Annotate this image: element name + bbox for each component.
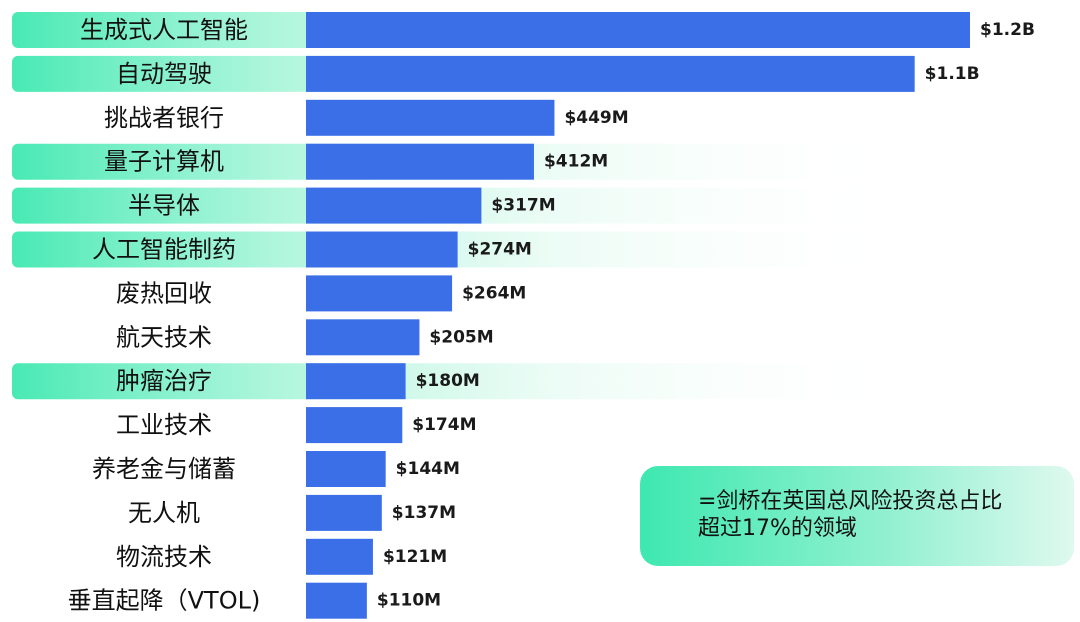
- value-label: $174M: [412, 415, 476, 435]
- value-label: $449M: [564, 108, 628, 128]
- category-label: 无人机: [128, 499, 200, 527]
- category-label: 养老金与储蓄: [92, 455, 236, 483]
- value-label: $205M: [429, 327, 493, 347]
- value-label: $110M: [377, 591, 441, 611]
- category-label: 生成式人工智能: [80, 16, 248, 44]
- value-label: $1.2B: [980, 20, 1035, 40]
- value-label: $274M: [468, 240, 532, 260]
- category-label: 半导体: [128, 192, 200, 220]
- highlight-row: [12, 363, 912, 400]
- highlight-row: [12, 231, 912, 268]
- value-label: $264M: [462, 283, 526, 303]
- category-label: 工业技术: [116, 411, 212, 439]
- value-label: $144M: [396, 459, 460, 479]
- bar: [306, 538, 373, 575]
- bar: [306, 582, 367, 619]
- value-labels: $1.2B $1.1B $449M $412M $317M $274M $264M $205M…: [377, 20, 1035, 611]
- bar: [306, 407, 403, 444]
- bar: [306, 451, 386, 487]
- category-label: 物流技术: [116, 543, 212, 571]
- category-labels: 生成式人工智能自动驾驶挑战者银行量子计算机半导体人工智能制药废热回收航天技术肿瘤…: [68, 16, 261, 615]
- category-label: 量子计算机: [104, 148, 224, 176]
- bar: [306, 363, 406, 400]
- category-label: 航天技术: [116, 323, 212, 351]
- category-label: 垂直起降（VTOL): [68, 587, 261, 615]
- note-line-2: 超过17%的领域: [698, 516, 857, 541]
- bar: [306, 187, 482, 224]
- category-label: 肿瘤治疗: [116, 367, 212, 395]
- note-box: =剑桥在英国总风险投资总占比 超过17%的领域: [640, 466, 1074, 566]
- value-label: $137M: [392, 503, 456, 523]
- bar: [306, 12, 970, 48]
- bar: [306, 275, 453, 312]
- value-label: $412M: [544, 152, 608, 172]
- category-label: 废热回收: [116, 279, 212, 307]
- category-label: 挑战者银行: [104, 104, 224, 132]
- value-label: $1.1B: [925, 64, 980, 84]
- value-label: $180M: [416, 371, 480, 391]
- bar: [306, 231, 458, 268]
- bar: [306, 319, 420, 356]
- bar: [306, 55, 915, 92]
- value-label: $121M: [383, 547, 447, 567]
- bars: [306, 12, 970, 619]
- bar: [306, 494, 382, 531]
- category-label: 自动驾驶: [116, 60, 212, 88]
- bar: [306, 99, 555, 136]
- category-label: 人工智能制药: [92, 236, 236, 264]
- note-line-1: =剑桥在英国总风险投资总占比: [698, 489, 1003, 514]
- bar: [306, 143, 534, 180]
- value-label: $317M: [491, 196, 555, 216]
